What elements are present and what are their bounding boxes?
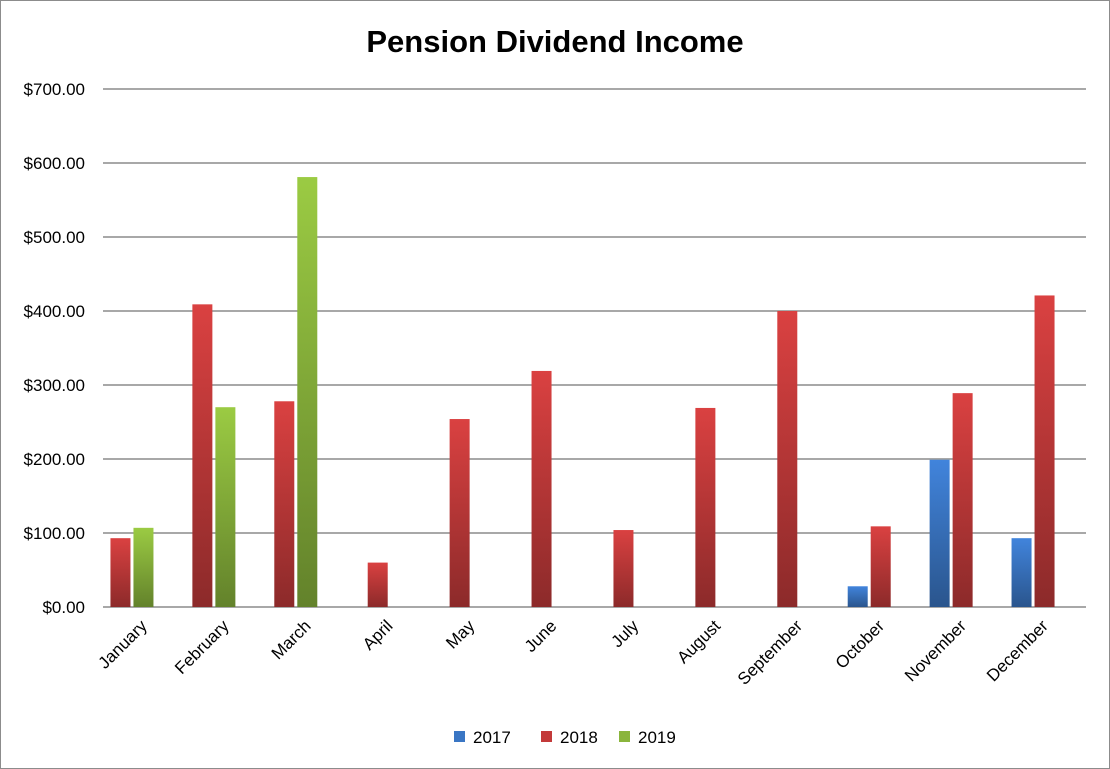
- bar-2017-december: [1011, 538, 1032, 607]
- bar-2018-april: [367, 562, 388, 607]
- legend-swatch-2017: [454, 731, 465, 742]
- bar-2018-february: [192, 304, 213, 607]
- legend-swatch-2018: [541, 731, 552, 742]
- x-tick-label: February: [171, 616, 233, 678]
- bar-2018-march: [274, 401, 295, 607]
- x-tick-label: December: [983, 616, 1052, 685]
- y-tick-label: $500.00: [24, 228, 85, 247]
- x-tick-label: May: [442, 616, 478, 652]
- x-tick-label: September: [734, 616, 806, 688]
- bar-2018-december: [1034, 295, 1055, 607]
- y-tick-label: $100.00: [24, 524, 85, 543]
- bar-2018-november: [952, 393, 973, 607]
- x-tick-label: April: [359, 616, 396, 653]
- bar-2018-october: [870, 526, 891, 607]
- y-tick-label: $600.00: [24, 154, 85, 173]
- y-tick-label: $700.00: [24, 80, 85, 99]
- bar-2018-september: [777, 311, 798, 607]
- x-tick-label: August: [673, 616, 724, 667]
- x-tick-label: July: [607, 616, 642, 651]
- bar-2017-november: [929, 459, 950, 607]
- gridlines: [103, 88, 1086, 608]
- legend-label-2019: 2019: [638, 728, 676, 747]
- chart-title: Pension Dividend Income: [366, 24, 743, 59]
- bar-2018-may: [449, 419, 470, 607]
- y-tick-label: $0.00: [42, 598, 85, 617]
- legend-swatch-2019: [619, 731, 630, 742]
- bar-2019-january: [133, 527, 154, 607]
- bar-2018-july: [613, 530, 634, 607]
- legend-label-2017: 2017: [473, 728, 511, 747]
- y-tick-label: $400.00: [24, 302, 85, 321]
- bar-2018-january: [110, 538, 131, 607]
- bar-2018-june: [531, 370, 552, 607]
- y-axis-ticks: $0.00 $100.00 $200.00 $300.00 $400.00 $500.00…: [24, 80, 85, 617]
- y-tick-label: $300.00: [24, 376, 85, 395]
- x-tick-label: January: [95, 616, 152, 673]
- bar-2019-march: [297, 177, 318, 607]
- legend: 2017 2018 2019: [454, 728, 676, 747]
- bars: [110, 177, 1055, 607]
- legend-label-2018: 2018: [560, 728, 598, 747]
- x-axis-ticks: January February March April May June July Augu…: [95, 616, 1053, 689]
- x-tick-label: March: [268, 616, 315, 663]
- bar-2018-august: [695, 407, 716, 607]
- y-tick-label: $200.00: [24, 450, 85, 469]
- x-tick-label: June: [521, 616, 561, 656]
- bar-2017-october: [847, 586, 868, 607]
- x-tick-label: November: [901, 616, 970, 685]
- x-tick-label: October: [832, 616, 888, 672]
- bar-2019-february: [215, 407, 236, 607]
